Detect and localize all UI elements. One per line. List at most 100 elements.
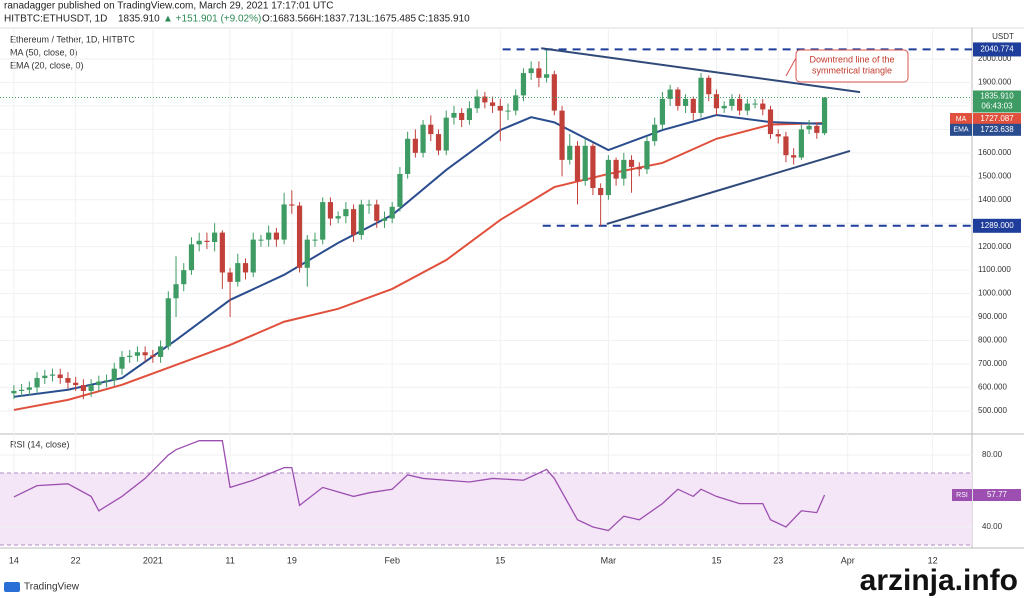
symbol: HITBTC:ETHUSDT, 1D (4, 14, 107, 25)
rsi-band (0, 473, 972, 545)
ma-legend: MA (50, close, 0) (10, 47, 78, 57)
x-tick-label: 23 (773, 555, 783, 565)
candle-body (119, 356, 125, 369)
y-tick-label: 500.000 (978, 406, 1007, 415)
x-tick-label: Apr (841, 555, 855, 565)
ohlc-low: L:1675.485 (366, 14, 416, 25)
candle-body (459, 112, 465, 120)
y-tick-label: 2000.000 (978, 54, 1012, 63)
candle-body (551, 74, 557, 111)
ohlc-open: O:1683.566 (262, 14, 315, 25)
candle-body (19, 389, 25, 391)
level-badge-label: 2040.774 (980, 45, 1014, 54)
candle-body (26, 387, 32, 390)
candle-body (567, 145, 573, 160)
price-countdown: 06:43:03 (981, 102, 1013, 111)
footer-brand: TradingView (24, 582, 80, 593)
price: 1835.910 (118, 14, 160, 25)
candle-body (405, 138, 411, 174)
main-title: Ethereum / Tether, 1D, HITBTC (10, 34, 135, 44)
annotation-box (795, 49, 909, 83)
candle-body (489, 102, 496, 106)
candle-body (744, 103, 750, 111)
candle-body (451, 112, 457, 118)
series-badge (973, 113, 1021, 126)
ohlc-high: H:1837.713 (314, 14, 366, 25)
candle-body (806, 125, 812, 130)
candle-body (343, 209, 349, 217)
candle-body (652, 124, 658, 142)
candle-body (103, 380, 110, 382)
annotation-line: Downtrend line of the (809, 54, 894, 64)
candle-body (219, 232, 225, 273)
candle-body (57, 374, 63, 379)
candle-body (466, 108, 473, 120)
series-badge-label: 1727.087 (980, 114, 1014, 123)
candle-body (729, 98, 735, 106)
candle-body (536, 68, 542, 78)
rsi-badge-label: 57.77 (987, 490, 1008, 499)
candle-body (412, 138, 418, 153)
candle-body (196, 240, 202, 245)
price-badge-label: 1835.910 (980, 92, 1014, 101)
candle-body (675, 89, 681, 106)
candle-body (690, 98, 696, 113)
candle-body (273, 232, 279, 240)
x-tick-label: 15 (495, 555, 505, 565)
candle-body (127, 355, 133, 357)
candle-body (474, 96, 480, 109)
candle-body (590, 145, 596, 189)
candle-body (204, 240, 210, 242)
y-tick-label: 1100.000 (978, 265, 1011, 274)
candle-body (752, 103, 758, 105)
candle-body (34, 378, 40, 388)
candle-body (482, 96, 488, 103)
candle-body (381, 218, 388, 221)
candle-body (435, 134, 442, 151)
candle-body (659, 98, 666, 125)
candle-body (505, 110, 511, 112)
candle-body (374, 204, 380, 221)
candle-body (713, 94, 720, 109)
y-tick-label: 1500.000 (978, 171, 1012, 180)
tv-logo (4, 582, 20, 592)
candle-body (42, 375, 48, 379)
candle-body (188, 244, 195, 271)
candle-body (667, 89, 673, 99)
candle-body (65, 378, 71, 383)
candle-body (605, 159, 611, 196)
candle-body (613, 159, 619, 179)
rsi-tag (952, 489, 972, 502)
y-tick-label: 1200.000 (978, 242, 1012, 251)
candle-body (212, 232, 218, 242)
candle-body (358, 204, 364, 235)
x-tick-label: 11 (225, 555, 234, 565)
rsi-tick-label: 80.00 (982, 450, 1003, 459)
candle-body (737, 98, 743, 111)
candle-body (682, 98, 689, 106)
x-tick-label: 22 (71, 555, 81, 565)
series-badge-label: 1723.638 (980, 125, 1014, 134)
candle-body (775, 134, 781, 137)
x-tick-label: Mar (601, 555, 617, 565)
rsi-tick-label: 40.00 (982, 522, 1003, 531)
candle-body (227, 272, 233, 282)
candle-body (296, 205, 303, 268)
candle-body (397, 173, 403, 207)
rsi-legend: RSI (14, close) (10, 439, 70, 449)
trendline (606, 150, 851, 225)
series-tag-label: EMA (953, 127, 969, 134)
ohlc-close: C:1835.910 (418, 14, 470, 25)
candle-body (706, 77, 712, 95)
candle-body (621, 159, 627, 179)
candle-body (320, 202, 326, 240)
candle-body (821, 97, 828, 134)
y-tick-label: 1400.000 (978, 195, 1012, 204)
candle-body (312, 239, 318, 241)
candle-body (582, 145, 588, 181)
candle-body (242, 263, 249, 273)
y-unit: USDT (992, 32, 1014, 41)
series-tag (950, 123, 972, 136)
publisher: ranadagger published on TradingView.com,… (4, 1, 333, 12)
annotation-pointer (785, 57, 797, 77)
